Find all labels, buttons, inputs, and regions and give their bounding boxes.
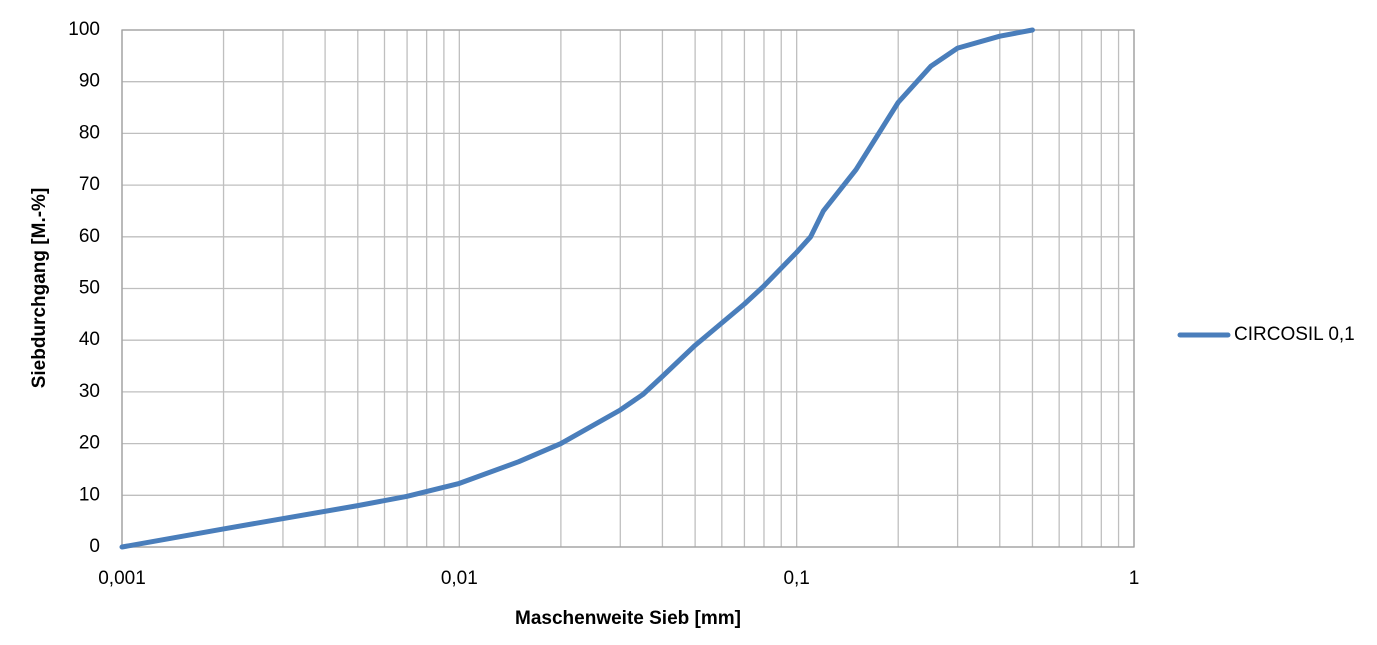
y-tick-label: 0 xyxy=(89,536,100,557)
y-tick-label: 20 xyxy=(79,433,100,454)
y-tick-label: 30 xyxy=(79,381,100,402)
y-tick-label: 50 xyxy=(79,278,100,299)
legend-label: CIRCOSIL 0,1 xyxy=(1234,324,1355,345)
y-tick-label: 100 xyxy=(68,19,100,40)
x-tick-label: 0,1 xyxy=(783,568,809,589)
plot-border xyxy=(121,29,1135,548)
y-tick-label: 70 xyxy=(79,174,100,195)
x-tick-label: 0,01 xyxy=(441,568,478,589)
x-tick-label: 0,001 xyxy=(98,568,146,589)
data-line xyxy=(119,27,1035,550)
y-tick-label: 60 xyxy=(79,226,100,247)
y-tick-label: 80 xyxy=(79,122,100,143)
x-tick-label: 1 xyxy=(1129,568,1140,589)
y-axis-title: Siebdurchgang [M.-%] xyxy=(29,188,50,389)
y-tick-label: 10 xyxy=(79,484,100,505)
x-axis-title: Maschenweite Sieb [mm] xyxy=(515,608,741,629)
y-tick-label: 40 xyxy=(79,329,100,350)
y-tick-label: 90 xyxy=(79,71,100,92)
